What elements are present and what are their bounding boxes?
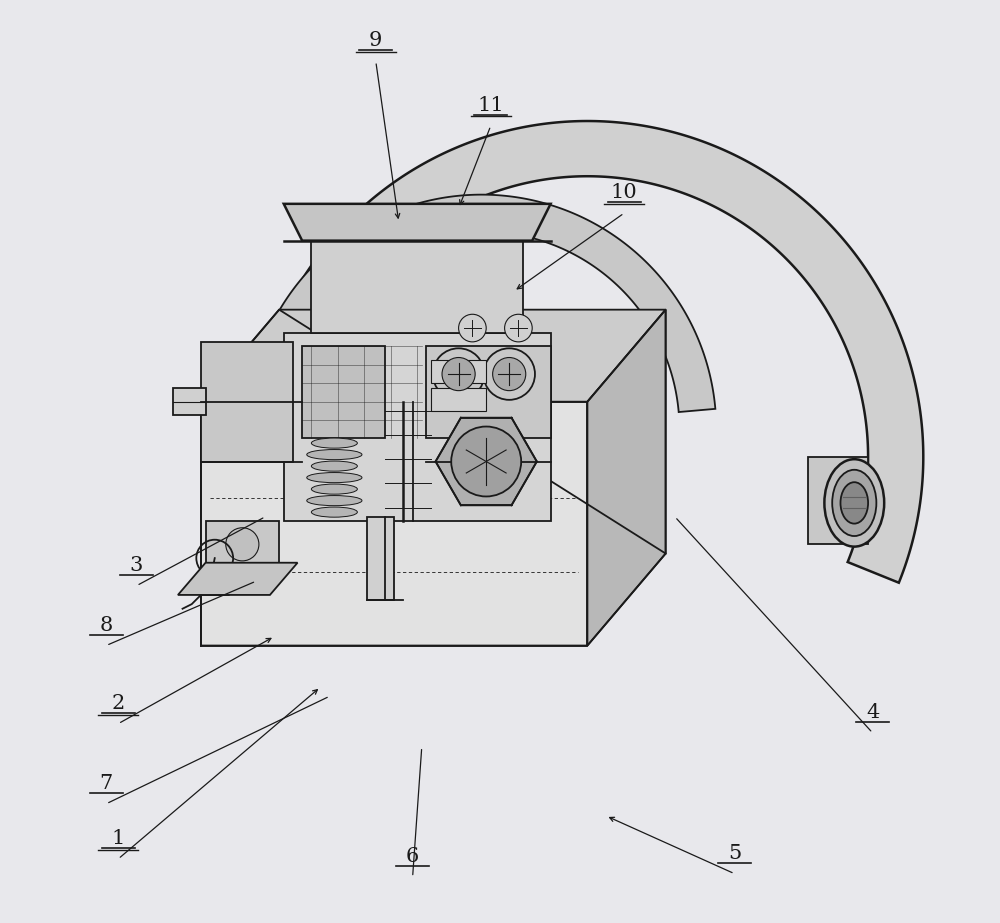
Circle shape (483, 348, 535, 400)
Circle shape (433, 348, 484, 400)
Text: 11: 11 (477, 96, 504, 114)
Circle shape (493, 357, 526, 390)
Circle shape (505, 314, 532, 342)
Polygon shape (587, 309, 666, 645)
Ellipse shape (307, 450, 362, 460)
Ellipse shape (307, 496, 362, 506)
Ellipse shape (832, 470, 876, 536)
Polygon shape (426, 346, 551, 438)
Text: 6: 6 (406, 847, 419, 867)
Polygon shape (201, 309, 666, 402)
Text: 5: 5 (728, 844, 741, 863)
Polygon shape (302, 346, 385, 438)
Polygon shape (431, 360, 486, 383)
Circle shape (451, 426, 521, 497)
Polygon shape (247, 195, 715, 423)
Text: 8: 8 (100, 616, 113, 634)
Ellipse shape (311, 507, 357, 517)
Ellipse shape (311, 484, 357, 494)
Circle shape (442, 357, 475, 390)
Polygon shape (431, 388, 486, 411)
Polygon shape (436, 418, 537, 505)
Text: 10: 10 (611, 183, 638, 202)
Polygon shape (173, 388, 206, 415)
Text: 3: 3 (130, 556, 143, 575)
Circle shape (226, 528, 259, 561)
Ellipse shape (311, 438, 357, 449)
Ellipse shape (840, 482, 868, 523)
Polygon shape (311, 241, 523, 332)
Text: 9: 9 (369, 31, 382, 50)
Polygon shape (252, 121, 923, 582)
Text: 1: 1 (111, 829, 125, 848)
Text: 4: 4 (866, 703, 879, 722)
Polygon shape (284, 204, 551, 241)
Polygon shape (808, 457, 868, 545)
Text: 2: 2 (111, 694, 125, 713)
Text: 7: 7 (100, 773, 113, 793)
Circle shape (459, 314, 486, 342)
Ellipse shape (307, 473, 362, 483)
Polygon shape (201, 402, 587, 645)
Ellipse shape (824, 460, 884, 546)
Polygon shape (201, 342, 293, 462)
Polygon shape (284, 332, 551, 521)
Polygon shape (178, 563, 298, 595)
Polygon shape (206, 521, 279, 563)
Ellipse shape (311, 462, 357, 471)
Polygon shape (367, 517, 394, 600)
